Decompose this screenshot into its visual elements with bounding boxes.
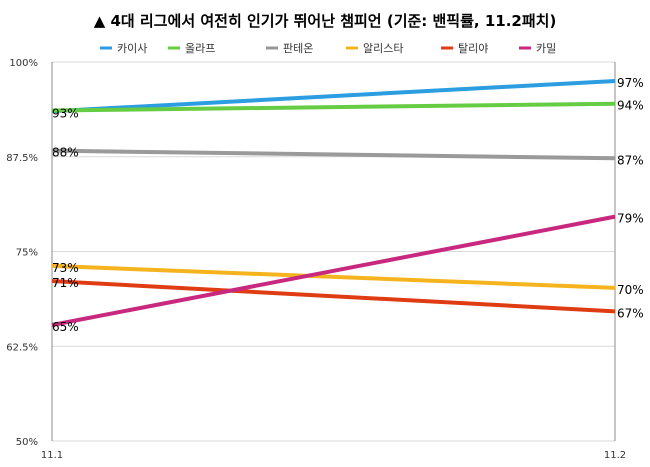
series-line: [51, 101, 616, 113]
data-label: 71%: [52, 276, 79, 290]
legend: 카이사 올라프 판테온 알리스타 탈리야 카밀: [100, 41, 556, 55]
data-label: 87%: [617, 153, 644, 167]
data-label: 93%: [52, 106, 79, 120]
legend-item: 카이사: [117, 42, 147, 55]
y-tick-label: 62.5%: [6, 342, 38, 353]
legend-item: 탈리야: [458, 42, 488, 55]
x-tick-label: 11.2: [604, 450, 626, 461]
series-line: [51, 148, 616, 161]
y-tick-label: 75%: [16, 248, 38, 259]
x-tick-label: 11.1: [41, 450, 63, 461]
series-line: [51, 279, 616, 314]
data-label: 88%: [52, 146, 79, 160]
data-label: 79%: [617, 212, 644, 226]
data-label: 67%: [617, 306, 644, 320]
legend-item: 알리스타: [363, 41, 403, 55]
series-line: [51, 263, 616, 290]
legend-item: 카밀: [536, 42, 556, 55]
data-label: 65%: [52, 320, 79, 334]
data-label: 97%: [617, 76, 644, 90]
legend-item: 올라프: [185, 42, 215, 55]
legend-item: 판테온: [283, 42, 313, 55]
x-axis: 11.1 11.2: [41, 450, 626, 461]
grid: [51, 61, 616, 442]
chart-title: ▲ 4대 리그에서 여전히 인기가 뛰어난 챔피언 (기준: 밴픽률, 11.2…: [94, 12, 557, 30]
y-tick-label: 87.5%: [6, 153, 38, 164]
series-line: [51, 214, 616, 327]
data-labels: 93% 97% 94% 88% 87% 73% 70% 71% 67% 65% 79%: [52, 76, 644, 334]
y-tick-label: 50%: [16, 437, 38, 448]
y-tick-label: 100%: [9, 58, 38, 69]
series-lines: [51, 78, 616, 327]
y-axis: 50% 62.5% 75% 87.5% 100%: [6, 58, 38, 448]
series-line: [51, 78, 616, 114]
data-label: 70%: [617, 283, 644, 297]
data-label: 94%: [617, 99, 644, 113]
data-label: 73%: [52, 261, 79, 275]
